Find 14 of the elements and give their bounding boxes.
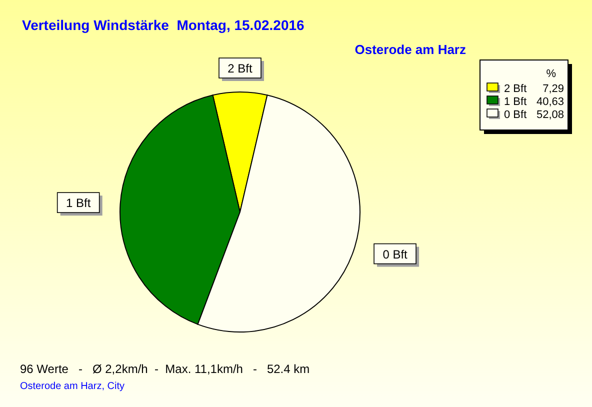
chart-title: Verteilung Windstärke Montag, 15.02.2016 (22, 17, 305, 33)
chart-subtitle: Osterode am Harz (354, 42, 466, 57)
legend-label: 2 Bft (504, 83, 527, 95)
text: 96 Werte - Ø 2,2km/h - Max. 11,1km/h - 52.4 km (20, 362, 310, 376)
legend-title: % (546, 68, 556, 80)
slice-label: 0 Bft (382, 247, 408, 262)
data-label: 7,29 (542, 83, 564, 95)
data-label: 40,63 (536, 96, 564, 108)
legend-label: 1 Bft (504, 96, 527, 108)
data-label: 52,08 (536, 109, 564, 121)
text: Osterode am Harz, City (20, 381, 124, 392)
slice-label: 1 Bft (66, 196, 92, 210)
legend-label: 0 Bft (504, 109, 527, 121)
slice-label: 2 Bft (228, 62, 253, 76)
